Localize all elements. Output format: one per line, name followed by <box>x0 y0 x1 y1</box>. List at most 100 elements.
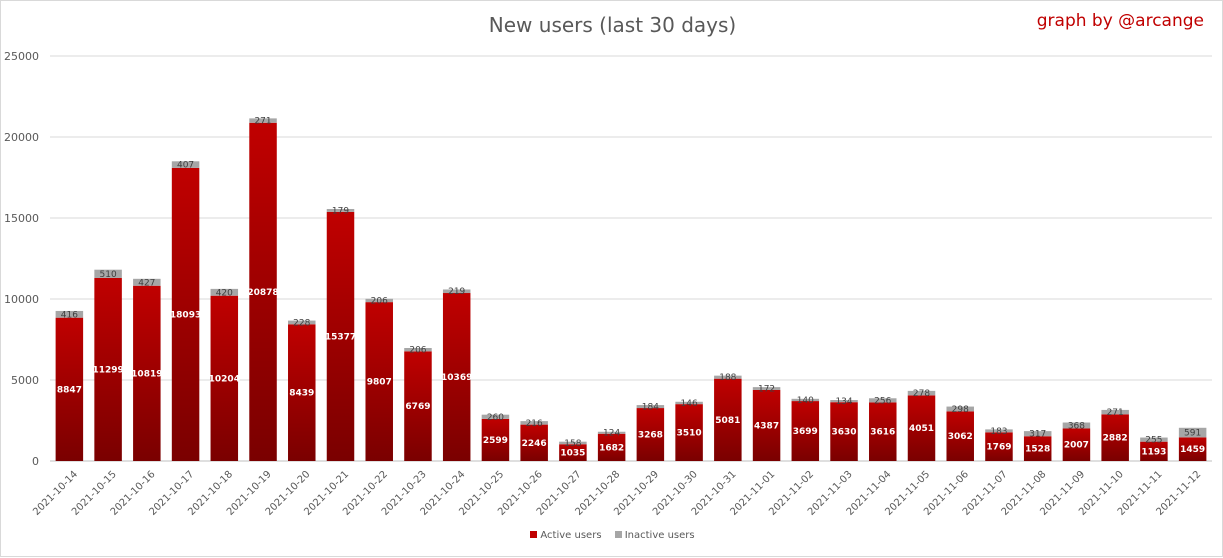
data-label-active: 3616 <box>870 428 895 438</box>
legend-item-inactive: Inactive users <box>614 530 695 541</box>
data-label-active: 8439 <box>289 389 314 399</box>
data-label-inactive: 140 <box>797 396 814 406</box>
bar-inactive <box>869 398 897 403</box>
data-label-active: 20878 <box>247 288 278 298</box>
bar-inactive <box>94 269 122 278</box>
bar-active <box>171 167 200 461</box>
data-label-inactive: 184 <box>642 403 659 413</box>
bar-active <box>559 444 587 461</box>
data-label-inactive: 158 <box>564 439 581 449</box>
bar-active <box>830 402 858 461</box>
data-label-active: 2599 <box>483 436 508 446</box>
bar-active <box>442 293 471 461</box>
data-label-inactive: 427 <box>138 278 155 288</box>
legend-label-inactive: Inactive users <box>624 530 695 541</box>
bar-inactive <box>133 278 161 286</box>
bar-inactive <box>1062 422 1091 429</box>
data-label-active: 5081 <box>715 416 740 426</box>
bar-inactive <box>55 310 84 318</box>
data-label-inactive: 591 <box>1184 429 1201 439</box>
data-label-active: 11299 <box>92 365 123 375</box>
data-label-inactive: 271 <box>1107 408 1124 418</box>
x-axis: 2021-10-142021-10-152021-10-162021-10-17… <box>31 469 1203 518</box>
legend-item-active: Active users <box>530 530 602 541</box>
legend-label-active: Active users <box>540 530 602 541</box>
data-label-active: 3630 <box>832 428 857 438</box>
data-label-active: 9807 <box>367 378 392 388</box>
bar-active <box>636 408 665 461</box>
data-label-inactive: 172 <box>758 385 775 395</box>
data-label-inactive: 219 <box>448 287 465 297</box>
bars: 8847 416 11299 510 10819 427 18093 407 10204 420 2… <box>55 117 1207 461</box>
data-label-active: 3268 <box>638 431 663 441</box>
bar-inactive <box>559 441 587 445</box>
bar-active <box>288 324 316 461</box>
bar-inactive <box>249 118 277 123</box>
data-label-inactive: 510 <box>100 270 117 280</box>
bar-inactive <box>830 400 858 403</box>
data-label-inactive: 368 <box>1068 422 1085 432</box>
bar-inactive <box>210 288 239 296</box>
bar-inactive <box>907 390 936 396</box>
data-label-active: 2246 <box>522 439 547 449</box>
data-label-active: 3062 <box>948 432 973 442</box>
bar-active <box>520 424 548 461</box>
chart-title: New users (last 30 days) <box>488 13 737 37</box>
active-swatch <box>530 531 538 538</box>
data-label-inactive: 255 <box>1145 436 1162 446</box>
bar-active <box>675 404 703 461</box>
data-label-inactive: 298 <box>952 405 969 415</box>
bar-inactive <box>597 431 626 434</box>
data-label-inactive: 134 <box>835 397 852 407</box>
bar-inactive <box>675 401 703 405</box>
bar-active <box>133 285 161 461</box>
legend: Active users Inactive users <box>1 530 1223 541</box>
data-label-active: 1035 <box>560 449 585 459</box>
y-tick-label: 25000 <box>4 50 39 63</box>
bar-active <box>481 418 510 461</box>
data-label-active: 1769 <box>986 443 1011 453</box>
bar-active <box>869 402 897 461</box>
bar-inactive <box>520 421 548 425</box>
data-label-active: 8847 <box>57 385 82 395</box>
data-label-inactive: 278 <box>913 389 930 399</box>
data-label-inactive: 146 <box>681 399 698 409</box>
bar-inactive <box>946 406 974 412</box>
data-label-active: 1459 <box>1180 445 1205 455</box>
data-label-inactive: 188 <box>719 373 736 383</box>
bar-active <box>249 122 277 461</box>
bar-active <box>752 389 781 461</box>
y-tick-label: 20000 <box>4 131 39 144</box>
bar-active <box>1140 441 1168 461</box>
bar-active <box>1023 436 1052 461</box>
bar-active <box>326 211 355 461</box>
bar-inactive <box>326 208 355 212</box>
bar-inactive <box>365 298 393 303</box>
data-label-inactive: 256 <box>874 396 891 406</box>
bar-active <box>597 433 626 461</box>
y-tick-label: 0 <box>32 455 39 468</box>
bar-inactive <box>752 387 781 390</box>
data-label-inactive: 416 <box>61 310 78 320</box>
bar-active <box>365 302 393 461</box>
data-label-active: 2882 <box>1103 434 1128 444</box>
bar-active <box>94 277 122 461</box>
bar-active <box>1178 437 1207 461</box>
data-label-active: 15377 <box>325 332 356 342</box>
bar-inactive <box>636 405 665 409</box>
bar-active <box>210 295 239 461</box>
data-label-inactive: 420 <box>216 288 233 298</box>
data-label-active: 10819 <box>131 369 162 379</box>
inactive-swatch <box>614 531 622 538</box>
data-label-inactive: 228 <box>293 318 310 328</box>
bar-inactive <box>171 161 200 168</box>
data-label-active: 10369 <box>441 373 472 383</box>
data-label-inactive: 206 <box>409 346 426 356</box>
bar-inactive <box>791 398 820 402</box>
data-label-active: 4387 <box>754 421 779 431</box>
bar-inactive <box>481 414 510 419</box>
data-label-active: 3699 <box>793 427 818 437</box>
bar-inactive <box>1023 431 1052 437</box>
bar-inactive <box>288 320 316 325</box>
data-label-inactive: 317 <box>1029 430 1046 440</box>
